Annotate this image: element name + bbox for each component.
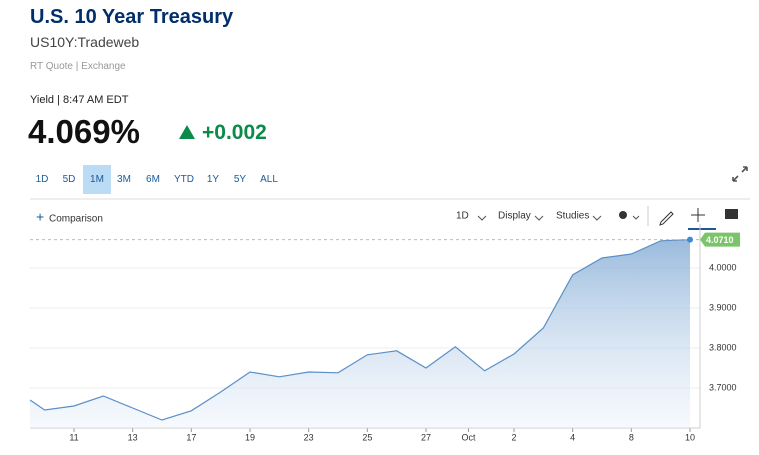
chevron bbox=[477, 215, 487, 221]
x-tick-label: 13 bbox=[128, 432, 138, 442]
studies-button[interactable]: Studies bbox=[556, 211, 589, 222]
y-tick-label: 3.9000 bbox=[709, 302, 737, 312]
range-button[interactable]: YTD bbox=[174, 174, 194, 185]
range-button[interactable]: 1M bbox=[83, 165, 111, 194]
y-tick-label: 3.7000 bbox=[709, 382, 737, 392]
last-point bbox=[687, 236, 693, 243]
x-tick-label: 23 bbox=[304, 432, 314, 442]
crosshair-icon[interactable] bbox=[691, 208, 705, 222]
x-tick-label: 11 bbox=[69, 432, 78, 442]
comparison-button[interactable]: Comparison bbox=[49, 214, 103, 225]
range-button[interactable]: 1Y bbox=[206, 174, 220, 185]
x-tick-label: Oct bbox=[462, 432, 477, 442]
chevron bbox=[592, 215, 602, 221]
x-tick-label: 17 bbox=[186, 432, 196, 442]
yield-time: Yield | 8:47 AM EDT bbox=[30, 94, 129, 106]
x-tick-label: 2 bbox=[511, 432, 516, 442]
y-tick-label: 4.0000 bbox=[709, 262, 737, 272]
range-button[interactable]: ALL bbox=[260, 174, 278, 185]
quote-source: RT Quote | Exchange bbox=[30, 61, 126, 72]
up-arrow bbox=[179, 125, 195, 139]
interval-button[interactable]: 1D bbox=[456, 211, 469, 222]
x-tick-label: 8 bbox=[629, 432, 634, 442]
settings-icon[interactable] bbox=[619, 211, 627, 219]
comment-icon[interactable] bbox=[725, 209, 738, 219]
range-button[interactable]: 6M bbox=[146, 174, 160, 185]
x-tick-label: 25 bbox=[362, 432, 372, 442]
expand-icon[interactable] bbox=[731, 165, 749, 183]
x-tick-label: 10 bbox=[685, 432, 695, 442]
last-value-tag bbox=[700, 232, 740, 247]
chevron bbox=[632, 215, 640, 220]
change: +0.002 bbox=[202, 121, 267, 144]
range-button[interactable]: 3M bbox=[117, 174, 131, 185]
x-tick-label: 19 bbox=[245, 432, 255, 442]
plus-icon[interactable]: + bbox=[36, 209, 44, 225]
y-tick-label: 3.8000 bbox=[709, 342, 737, 352]
title: U.S. 10 Year Treasury bbox=[30, 6, 234, 28]
last-value-label: 4.0710 bbox=[706, 235, 734, 245]
line bbox=[29, 239, 691, 421]
range-button[interactable]: 1D bbox=[35, 174, 49, 185]
area bbox=[30, 239, 690, 428]
chevron bbox=[534, 215, 544, 221]
draw-icon[interactable] bbox=[659, 211, 674, 226]
price: 4.069% bbox=[28, 113, 140, 150]
x-tick-label: 4 bbox=[570, 432, 575, 442]
range-button[interactable]: 5Y bbox=[233, 174, 247, 185]
symbol: US10Y:Tradeweb bbox=[30, 34, 140, 50]
range-button[interactable]: 5D bbox=[62, 174, 76, 185]
x-tick-label: 27 bbox=[421, 432, 431, 442]
display-button[interactable]: Display bbox=[498, 211, 531, 222]
